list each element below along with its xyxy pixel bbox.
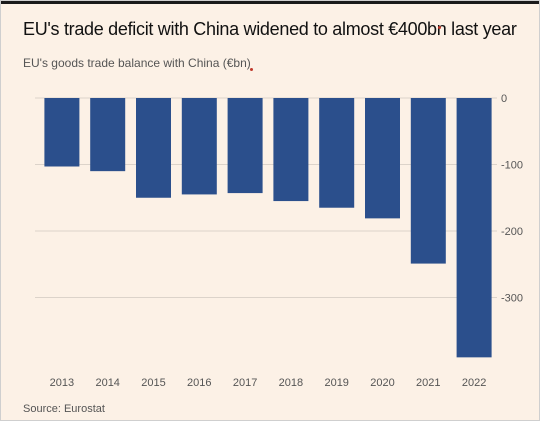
y-axis-ticks: 0 -100 -200 -300 xyxy=(501,93,523,305)
x-tick-label: 2017 xyxy=(233,377,257,389)
y-tick-label: -200 xyxy=(501,226,523,238)
bar-2013 xyxy=(44,98,80,167)
x-tick-label: 2018 xyxy=(279,377,303,389)
x-tick-label: 2020 xyxy=(370,377,394,389)
bar-2015 xyxy=(136,98,171,198)
y-tick-label: 0 xyxy=(501,93,507,105)
bar-2021 xyxy=(410,98,446,264)
source-note: Source: Eurostat xyxy=(23,403,105,415)
x-tick-label: 2015 xyxy=(141,377,165,389)
bar-2017 xyxy=(227,98,263,194)
x-tick-label: 2019 xyxy=(324,377,348,389)
x-tick-label: 2014 xyxy=(95,377,119,389)
y-tick-label: -300 xyxy=(501,293,523,305)
x-tick-label: 2022 xyxy=(462,377,486,389)
x-axis-ticks: 2013 2014 2015 2016 2017 2018 2019 2020 2021 2022 xyxy=(50,377,487,389)
decorative-dot xyxy=(250,68,253,71)
bars xyxy=(44,98,492,358)
chart-title: EU's trade deficit with China widened to… xyxy=(23,19,517,39)
bar-2014 xyxy=(90,98,126,172)
bar-2016 xyxy=(181,98,217,195)
bar-2022 xyxy=(456,98,492,358)
bar-2018 xyxy=(273,98,309,202)
y-tick-label: -100 xyxy=(501,160,523,172)
x-tick-label: 2021 xyxy=(416,377,440,389)
bar-2019 xyxy=(319,98,355,208)
x-tick-label: 2013 xyxy=(50,377,74,389)
top-rule xyxy=(1,1,539,4)
bar-2020 xyxy=(365,98,400,219)
chart-subtitle: EU's goods trade balance with China (€bn… xyxy=(23,56,251,70)
decorative-dot xyxy=(438,26,441,29)
x-tick-label: 2016 xyxy=(187,377,211,389)
